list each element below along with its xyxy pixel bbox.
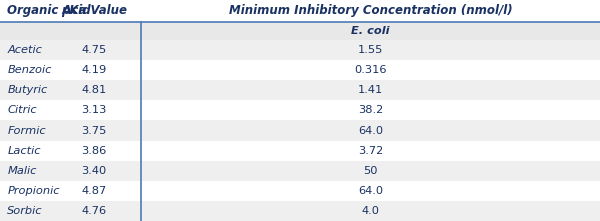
Bar [0, 80, 600, 100]
Bar [0, 181, 600, 201]
Bar [0, 60, 600, 80]
Text: 64.0: 64.0 [358, 186, 383, 196]
Text: 3.40: 3.40 [82, 166, 107, 176]
Text: Acetic: Acetic [7, 45, 42, 55]
Text: 3.13: 3.13 [82, 105, 107, 115]
Text: 1.41: 1.41 [358, 85, 383, 95]
Text: Formic: Formic [7, 126, 46, 135]
Text: 0.316: 0.316 [354, 65, 387, 75]
Bar [0, 0, 600, 22]
Text: 3.72: 3.72 [358, 146, 383, 156]
Text: Propionic: Propionic [7, 186, 60, 196]
Text: 4.87: 4.87 [82, 186, 107, 196]
Text: 38.2: 38.2 [358, 105, 383, 115]
Text: 50: 50 [363, 166, 378, 176]
Bar [0, 120, 600, 141]
Text: Malic: Malic [7, 166, 37, 176]
Text: Minimum Inhibitory Concentration (nmol/l): Minimum Inhibitory Concentration (nmol/l… [229, 4, 512, 17]
Text: Organic Acid: Organic Acid [7, 4, 91, 17]
Text: 4.81: 4.81 [82, 85, 107, 95]
Text: 3.75: 3.75 [82, 126, 107, 135]
Text: Lactic: Lactic [7, 146, 41, 156]
Bar [0, 201, 600, 221]
Text: 4.19: 4.19 [82, 65, 107, 75]
Text: 4.0: 4.0 [361, 206, 379, 216]
Text: 3.86: 3.86 [82, 146, 107, 156]
Text: 4.76: 4.76 [82, 206, 107, 216]
Text: Benzoic: Benzoic [7, 65, 52, 75]
Text: Citric: Citric [7, 105, 37, 115]
Text: 4.75: 4.75 [82, 45, 107, 55]
Bar [0, 22, 600, 40]
Text: 1.55: 1.55 [358, 45, 383, 55]
Text: Butyric: Butyric [7, 85, 47, 95]
Text: E. coli: E. coli [351, 26, 390, 36]
Bar [0, 161, 600, 181]
Bar [0, 100, 600, 120]
Text: pKa Value: pKa Value [61, 4, 127, 17]
Text: 64.0: 64.0 [358, 126, 383, 135]
Bar [0, 141, 600, 161]
Text: Sorbic: Sorbic [7, 206, 43, 216]
Bar [0, 40, 600, 60]
